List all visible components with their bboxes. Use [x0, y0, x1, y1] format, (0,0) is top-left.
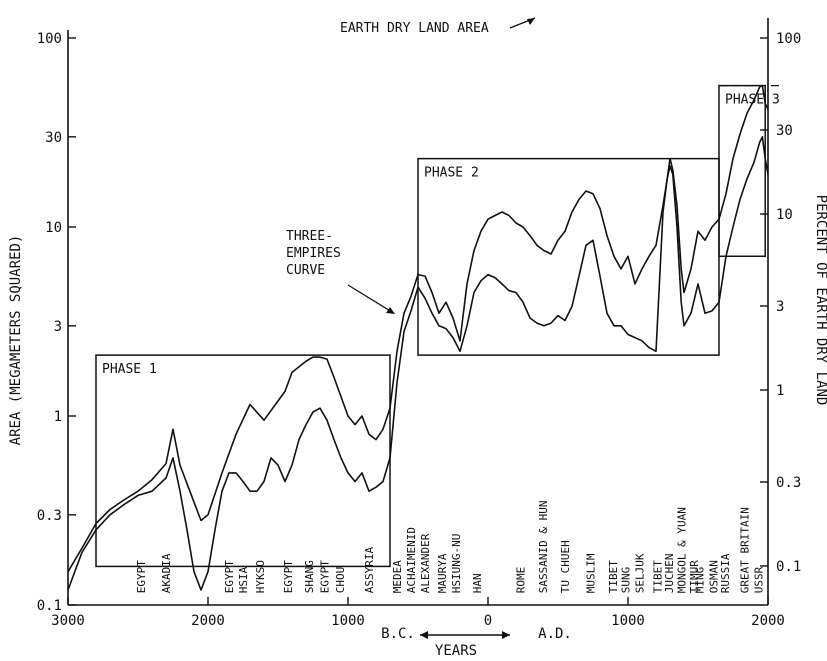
empire-label: HSIUNG-NU: [450, 534, 463, 594]
three-empires-label: CURVE: [286, 263, 325, 278]
three-empires-arrow-line: [347, 284, 393, 313]
series-line-1: [67, 84, 769, 573]
y-right-tick-label: 3: [776, 299, 784, 315]
phase-label: PHASE 3: [725, 93, 780, 108]
y-right-tick-label: 0.3: [776, 475, 801, 491]
y-right-tick-label: 10: [776, 207, 793, 223]
empire-label: HSIA: [237, 566, 250, 593]
empire-label: EGYPT: [318, 560, 331, 593]
y-right-tick-label: 0.1: [776, 559, 801, 575]
three-empires-label: THREE-: [286, 229, 333, 244]
empire-label: GREAT BRITAIN: [738, 507, 751, 593]
y-right-tick-label: 100: [776, 31, 801, 47]
empire-label: HYKSO: [254, 560, 267, 593]
earth-dry-land-label: EARTH DRY LAND AREA: [340, 21, 489, 36]
y-axis-right-label: PERCENT OF EARTH DRY LAND: [813, 195, 827, 406]
phase-box: [718, 84, 766, 258]
y-left-tick-label: 10: [45, 220, 62, 236]
x-era-ad-label: A.D.: [538, 626, 572, 642]
empire-label: TIBET: [652, 560, 665, 593]
x-axis-label: YEARS: [435, 643, 477, 659]
empire-label: SHANG: [303, 560, 316, 593]
y-right-tick-label: 1: [776, 383, 784, 399]
empire-label: ALEXANDER: [419, 533, 432, 593]
empire-label: TIBET: [607, 560, 620, 593]
phase-box: [95, 354, 391, 568]
y-left-tick-label: 0.1: [37, 598, 62, 614]
empire-label: JUCHEN: [663, 553, 676, 593]
empire-label: SASSANID & HUN: [537, 500, 550, 593]
reference-arrow-head-icon: [527, 18, 535, 25]
empire-label: HAN: [471, 573, 484, 593]
right-y-axis-ticks: 0.1 0.3 1 3 10 30 100: [760, 31, 801, 575]
empire-label: MUSLIM: [584, 553, 597, 593]
y-left-tick-label: 3: [54, 319, 62, 335]
empire-label: OSMAN: [708, 560, 721, 593]
empire-label: ASSYRIA: [363, 546, 376, 593]
x-tick-label: 1000: [331, 613, 365, 629]
x-tick-label: 0: [484, 613, 492, 629]
x-axis-ticks: 3000 2000 1000 0 1000 2000: [51, 597, 785, 629]
x-era-bc-label: B.C.: [381, 626, 415, 642]
x-tick-label: 2000: [751, 613, 785, 629]
y-axis-left-label: AREA (MEGAMETERS SQUARED): [8, 235, 24, 446]
x-tick-label: 1000: [611, 613, 645, 629]
annotations: EARTH DRY LAND AREA THREE- EMPIRES CURVE: [286, 17, 536, 315]
empire-label: MING: [694, 567, 707, 594]
y-left-tick-label: 1: [54, 409, 62, 425]
empire-label: EGYPT: [135, 560, 148, 593]
empire-label: USSR: [752, 566, 765, 593]
empire-label: RUSSIA: [719, 553, 732, 593]
three-empires-arrow-head-icon: [386, 307, 395, 315]
series-lines: [67, 84, 769, 591]
x-tick-label: 2000: [191, 613, 225, 629]
empire-label: SUNG: [619, 567, 632, 594]
phase-label: PHASE 1: [102, 362, 157, 377]
left-y-axis-ticks: 0.1 0.3 1 3 10 30 100: [37, 31, 76, 614]
y-right-tick-label: 30: [776, 123, 793, 139]
empire-label: MAURYA: [436, 553, 449, 593]
empire-label: MEDEA: [391, 560, 404, 593]
phase-label: PHASE 2: [424, 166, 479, 181]
empire-label: CHOU: [334, 567, 347, 594]
empire-label: ROME: [514, 567, 527, 594]
empire-label: TIMUR: [688, 560, 701, 593]
series-line-2: [67, 136, 769, 591]
empire-label: AKADIA: [160, 553, 173, 593]
empire-label: EGYPT: [282, 560, 295, 593]
years-double-arrow-icon: [420, 631, 510, 639]
x-tick-label: 3000: [51, 613, 85, 629]
empire-label: TU CHUEH: [559, 540, 572, 593]
plot-frame: [67, 18, 769, 606]
empire-labels: EGYPT AKADIA EGYPT HSIA HYKSO EGYPT SHANG EGYPT…: [135, 500, 765, 593]
y-left-tick-label: 0.3: [37, 508, 62, 524]
y-left-tick-label: 100: [37, 31, 62, 47]
empire-label: ACHAIMENID: [405, 527, 418, 593]
phase-boxes: PHASE 1 PHASE 2 PHASE 3: [95, 84, 780, 568]
empire-label: SELJUK: [633, 553, 646, 593]
empire-label: EGYPT: [223, 560, 236, 593]
three-empires-label: EMPIRES: [286, 246, 341, 261]
y-left-tick-label: 30: [45, 130, 62, 146]
empire-label: MONGOL & YUAN: [675, 507, 688, 593]
